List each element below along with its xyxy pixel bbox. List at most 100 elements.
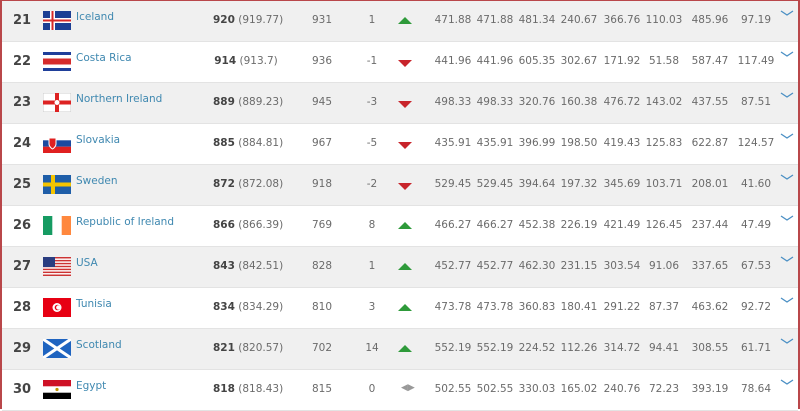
- flag-icon: [43, 339, 71, 358]
- arrow-up-icon: [398, 345, 412, 352]
- stat-value: 481.34: [518, 14, 556, 26]
- stat-value: 87.51: [740, 96, 772, 108]
- previous-points: 931: [311, 14, 333, 26]
- table-row[interactable]: 30 Egypt 818 (818.43) 815 0 ◀▶ 502.55 502…: [2, 370, 798, 411]
- stat-value: 452.77: [434, 260, 472, 272]
- points-rounded: 821: [213, 342, 235, 354]
- stat-value: 452.77: [476, 260, 514, 272]
- country-link[interactable]: Egypt: [76, 380, 107, 392]
- stat-value: 421.49: [603, 219, 641, 231]
- stat-value: 303.54: [603, 260, 641, 272]
- rank: 22: [13, 54, 32, 69]
- table-row[interactable]: 29 Scotland 821 (820.57) 702 14 552.19 55…: [2, 329, 798, 370]
- country-link[interactable]: Scotland: [76, 339, 122, 351]
- stat-value: 302.67: [560, 55, 598, 67]
- table-row[interactable]: 22 Costa Rica 914 (913.7) 936 -1 441.96 4…: [2, 42, 798, 83]
- previous-points: 918: [311, 178, 333, 190]
- table-row[interactable]: 21 Iceland 920 (919.77) 931 1 471.88 471.…: [2, 1, 798, 42]
- arrow-down-icon: [398, 142, 412, 149]
- arrow-up-icon: [398, 17, 412, 24]
- points: 885 (884.81): [213, 137, 283, 149]
- country-link[interactable]: USA: [76, 257, 98, 269]
- previous-points: 815: [311, 383, 333, 395]
- points: 821 (820.57): [213, 342, 283, 354]
- previous-points: 936: [311, 55, 333, 67]
- previous-points: 967: [311, 137, 333, 149]
- points-exact: (872.08): [238, 178, 284, 190]
- stat-value: 529.45: [434, 178, 472, 190]
- points-exact: (913.7): [239, 55, 278, 67]
- table-row[interactable]: 28 Tunisia 834 (834.29) 810 3 473.78 473.…: [2, 288, 798, 329]
- country-link[interactable]: Tunisia: [76, 298, 112, 310]
- table-row[interactable]: 25 Sweden 872 (872.08) 918 -2 529.45 529.…: [2, 165, 798, 206]
- stat-value: 94.41: [648, 342, 680, 354]
- stat-value: 419.43: [603, 137, 641, 149]
- table-row[interactable]: 24 Slovakia 885 (884.81) 967 -5 435.91 43…: [2, 124, 798, 165]
- stat-value: 208.01: [691, 178, 729, 190]
- points: 872 (872.08): [213, 178, 283, 190]
- chevron-down-icon[interactable]: [780, 131, 794, 141]
- rank: 24: [13, 136, 32, 151]
- stat-value: 587.47: [691, 55, 729, 67]
- table-row[interactable]: 23 Northern Ireland 889 (889.23) 945 -3 …: [2, 83, 798, 124]
- rank: 29: [13, 341, 32, 356]
- country-link[interactable]: Slovakia: [76, 134, 121, 146]
- rank-change: -1: [366, 55, 378, 67]
- rank-change: 1: [368, 14, 376, 26]
- stat-value: 92.72: [740, 301, 772, 313]
- stat-value: 160.38: [560, 96, 598, 108]
- chevron-down-icon[interactable]: [780, 172, 794, 182]
- stat-value: 67.53: [740, 260, 772, 272]
- stat-value: 622.87: [691, 137, 729, 149]
- chevron-down-icon[interactable]: [780, 213, 794, 223]
- rank-change: 8: [368, 219, 376, 231]
- stat-value: 291.22: [603, 301, 641, 313]
- country-link[interactable]: Costa Rica: [76, 52, 132, 64]
- stat-value: 366.76: [603, 14, 641, 26]
- points-rounded: 818: [213, 383, 235, 395]
- stat-value: 41.60: [740, 178, 772, 190]
- arrow-up-icon: [398, 263, 412, 270]
- chevron-down-icon[interactable]: [780, 295, 794, 305]
- rank: 21: [13, 13, 32, 28]
- points-rounded: 889: [213, 96, 235, 108]
- stat-value: 198.50: [560, 137, 598, 149]
- chevron-down-icon[interactable]: [780, 90, 794, 100]
- rank-change: -3: [366, 96, 378, 108]
- stat-value: 330.03: [518, 383, 556, 395]
- country-link[interactable]: Republic of Ireland: [76, 216, 174, 228]
- previous-points: 702: [311, 342, 333, 354]
- flag-icon: [43, 93, 71, 112]
- previous-points: 769: [311, 219, 333, 231]
- chevron-down-icon[interactable]: [780, 254, 794, 264]
- flag-icon: [43, 175, 71, 194]
- points: 818 (818.43): [213, 383, 283, 395]
- rank-change: -2: [366, 178, 378, 190]
- rank: 30: [13, 382, 32, 397]
- stat-value: 87.37: [648, 301, 680, 313]
- chevron-down-icon[interactable]: [780, 377, 794, 387]
- stat-value: 498.33: [434, 96, 472, 108]
- points: 866 (866.39): [213, 219, 283, 231]
- table-row[interactable]: 26 Republic of Ireland 866 (866.39) 769 …: [2, 206, 798, 247]
- rank: 25: [13, 177, 32, 192]
- chevron-down-icon[interactable]: [780, 49, 794, 59]
- country-link[interactable]: Northern Ireland: [76, 93, 163, 105]
- chevron-down-icon[interactable]: [780, 336, 794, 346]
- table-row[interactable]: 27 USA 843 (842.51) 828 1 452.77 452.77 46…: [2, 247, 798, 288]
- flag-icon: [43, 380, 71, 399]
- stat-value: 78.64: [740, 383, 772, 395]
- rank-change: 0: [368, 383, 376, 395]
- stat-value: 462.30: [518, 260, 556, 272]
- stat-value: 471.88: [476, 14, 514, 26]
- points: 889 (889.23): [213, 96, 283, 108]
- country-link[interactable]: Iceland: [76, 11, 115, 23]
- stat-value: 360.83: [518, 301, 556, 313]
- chevron-down-icon[interactable]: [780, 8, 794, 18]
- stat-value: 393.19: [691, 383, 729, 395]
- country-link[interactable]: Sweden: [76, 175, 118, 187]
- stat-value: 124.57: [737, 137, 775, 149]
- flag-icon: [43, 298, 71, 317]
- points-rounded: 914: [214, 55, 237, 67]
